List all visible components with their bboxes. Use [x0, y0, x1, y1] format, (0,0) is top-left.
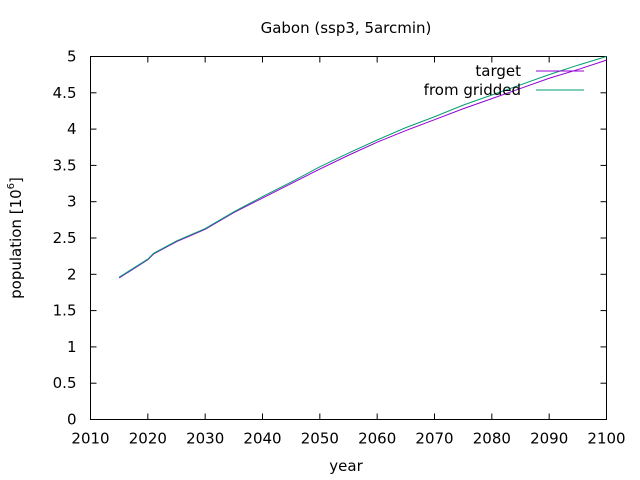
x-tick-label: 2100	[587, 430, 625, 448]
x-tick-label: 2070	[415, 430, 453, 448]
x-tick-label: 2040	[243, 430, 281, 448]
y-tick-label: 5	[67, 48, 77, 66]
y-tick-label: 1.5	[53, 302, 77, 320]
series-line-from-gridded	[118, 56, 607, 278]
y-tick-label: 2	[67, 265, 77, 283]
y-tick-label: 3	[67, 193, 77, 211]
y-tick-label: 0.5	[53, 374, 77, 392]
x-tick-label: 2050	[301, 430, 339, 448]
series-line-target	[118, 59, 607, 279]
legend: target from gridded	[424, 62, 584, 99]
x-tick-label: 2060	[358, 430, 396, 448]
x-tick-label: 2020	[129, 430, 167, 448]
legend-label-from-gridded: from gridded	[424, 81, 521, 99]
legend-label-target: target	[475, 62, 521, 80]
x-tick-label: 2080	[473, 430, 511, 448]
y-tick-label: 1	[67, 338, 77, 356]
axis-ticks: 2010 2020 2030 2040 2050 2060 2070 2080 2090 2100…	[53, 48, 626, 448]
x-axis-label: year	[329, 457, 363, 475]
x-tick-label: 2010	[71, 430, 109, 448]
chart-title: Gabon (ssp3, 5arcmin)	[261, 19, 432, 37]
series-lines	[118, 56, 607, 279]
x-tick-label: 2030	[186, 430, 224, 448]
y-tick-label: 2.5	[53, 229, 77, 247]
y-axis-label-exponent: 6	[6, 183, 17, 189]
y-tick-label: 3.5	[53, 156, 77, 174]
y-axis-label-close: ]	[7, 177, 25, 183]
y-tick-label: 4.5	[53, 84, 77, 102]
y-axis-label: population [106]	[6, 177, 25, 299]
x-tick-label: 2090	[530, 430, 568, 448]
y-tick-label: 4	[67, 120, 77, 138]
y-axis-label-main: population [10	[7, 189, 25, 299]
plot-frame	[90, 56, 607, 420]
y-tick-label: 0	[67, 411, 77, 429]
